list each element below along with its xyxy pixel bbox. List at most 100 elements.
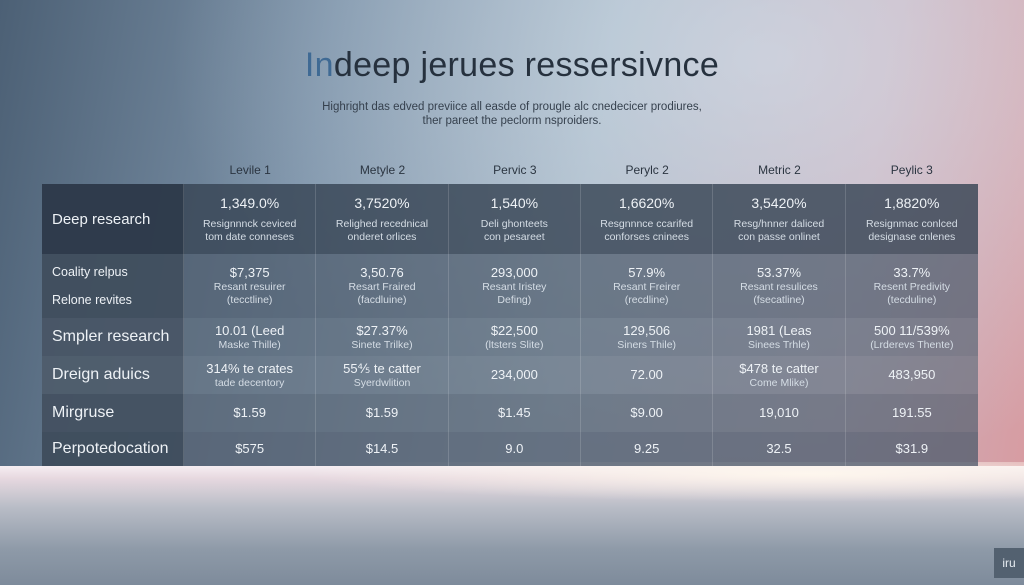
cell-note: tade decentory xyxy=(214,376,285,389)
cell-note: Resgnnnce ccarifed xyxy=(600,218,694,230)
cell-note: (tecduline) xyxy=(887,294,937,306)
cell-note: Defing) xyxy=(497,294,532,306)
cell-value: 1,349.0% xyxy=(220,195,280,211)
row-label: Mirgruse xyxy=(42,394,184,432)
table-cell: 53.37% Resant resulices (fsecatline) xyxy=(713,254,846,318)
cell-value: 10.01 (Leed xyxy=(214,322,285,338)
table-cell: 1,349.0% Resignnnck ceviced tom date conne… xyxy=(184,184,317,254)
cell-value: $9.00 xyxy=(630,405,663,420)
cell-value: $27.37% xyxy=(356,322,408,338)
table-cell: 129,506 Siners Thile) xyxy=(581,318,714,356)
table-header: Levile 1 Metyle 2 Pervic 3 Perylc 2 Metr… xyxy=(42,156,978,184)
cell-value: 500 11/539% xyxy=(873,322,950,338)
table-cell: 32.5 xyxy=(713,432,846,466)
cell-note: Siners Thile) xyxy=(617,338,677,351)
table-cell: 3,7520% Relighed recednical onderet orlice… xyxy=(316,184,449,254)
table-row: Coality relpus Relone revites $7,375 Resant… xyxy=(42,254,978,318)
table-cell: 9.0 xyxy=(449,432,581,466)
table-row: Deep research 1,349.0% Resignnnck ceviced t… xyxy=(42,184,978,254)
cell-note: Resg/hnner daliced xyxy=(733,218,825,230)
table-cell: 1,6620% Resgnnnce ccarifed conforses cnine… xyxy=(581,184,714,254)
page-title: Indeep jerues ressersivnce xyxy=(0,46,1024,85)
cell-note: designase cnlenes xyxy=(868,231,956,243)
cell-note: Resant resulices xyxy=(740,281,818,293)
cell-note: onderet orlices xyxy=(347,231,417,243)
cell-note: (recdline) xyxy=(624,294,669,306)
cell-note: (facdluine) xyxy=(357,294,407,306)
table-cell: $22,500 (ltsters Slite) xyxy=(449,318,581,356)
table-cell: 3,5420% Resg/hnner daliced con passe onlin… xyxy=(713,184,846,254)
table-cell: $9.00 xyxy=(581,394,714,432)
cell-note: Resent Predivity xyxy=(873,281,951,293)
corner-badge: iru xyxy=(994,548,1024,578)
cell-value: 129,506 xyxy=(623,322,671,338)
cell-value: $575 xyxy=(235,441,265,456)
cell-value: 33.7% xyxy=(893,265,931,280)
row-label-text: Relone revites xyxy=(52,293,132,307)
cell-value: $31.9 xyxy=(895,441,929,456)
table-cell: $1.45 xyxy=(449,394,581,432)
table-row: Dreign aduics 314% te crates tade decentor… xyxy=(42,356,978,394)
column-header: Metyle 2 xyxy=(359,163,406,177)
title-highlight: In xyxy=(304,46,334,84)
cell-note: Maske Thille) xyxy=(218,338,281,351)
cell-value: 55⅘ te catter xyxy=(343,360,421,376)
table-cell: 483,950 xyxy=(846,356,978,394)
title-rest: deep jerues ressersivnce xyxy=(333,46,720,84)
cell-value: $14.5 xyxy=(365,441,399,456)
table-cell: $31.9 xyxy=(846,432,978,466)
table-cell: 19,010 xyxy=(713,394,846,432)
cell-value: 1,6620% xyxy=(619,195,675,211)
table-row: Mirgruse $1.59 $1.59 $1.45 $9.00 19,010 191.55 xyxy=(42,394,978,432)
cell-value: 483,950 xyxy=(888,367,936,382)
cell-note: Syerdwlition xyxy=(353,376,411,389)
table-cell: $7,375 Resant resuirer (tecctline) xyxy=(184,254,317,318)
cell-value: $1.59 xyxy=(365,405,399,420)
cell-note: (ltsters Slite) xyxy=(485,338,544,351)
cell-note: Resignmac conlced xyxy=(866,218,958,230)
column-header: Levile 1 xyxy=(229,163,271,177)
cell-note: (tecctline) xyxy=(226,294,273,306)
column-header: Metric 2 xyxy=(758,163,801,177)
cell-value: 19,010 xyxy=(759,405,799,420)
table-cell: 57.9% Resant Freirer (recdline) xyxy=(581,254,714,318)
cell-note: (Lrderevs Thente) xyxy=(870,338,954,351)
row-label: Perpotedocation xyxy=(42,432,184,466)
cell-note: Sinete Trilke) xyxy=(351,338,413,351)
cell-value: 1,8820% xyxy=(884,195,940,211)
cell-value: $1.59 xyxy=(233,405,266,420)
table-cell: 1,8820% Resignmac conlced designase cnlene… xyxy=(846,184,978,254)
cell-note: Resant Iristey xyxy=(482,281,547,293)
cell-note: Come Mlike) xyxy=(749,376,809,389)
table-cell: 191.55 xyxy=(846,394,978,432)
cell-note: con passe onlinet xyxy=(738,231,820,243)
cell-value: $1.45 xyxy=(498,405,531,420)
table-cell: 500 11/539% (Lrderevs Thente) xyxy=(846,318,978,356)
table-cell: $1.59 xyxy=(316,394,449,432)
table-cell: 314% te crates tade decentory xyxy=(184,356,317,394)
table-body: Deep research 1,349.0% Resignnnck ceviced t… xyxy=(42,184,978,466)
cell-value: 53.37% xyxy=(756,265,802,280)
table-cell: 10.01 (Leed Maske Thille) xyxy=(184,318,317,356)
cell-note: Sinees Trhle) xyxy=(748,338,810,351)
cell-note: con pesareet xyxy=(483,231,545,243)
table-cell: $14.5 xyxy=(316,432,449,466)
column-header: Perylc 2 xyxy=(625,163,669,177)
table-cell: $575 xyxy=(184,432,317,466)
cell-note: Resignnnck ceviced xyxy=(202,218,297,230)
row-label: Deep research xyxy=(42,184,184,254)
table-cell: 1981 (Leas Sinees Trhle) xyxy=(713,318,846,356)
table-cell: 234,000 xyxy=(449,356,581,394)
table-row: Smpler research 10.01 (Leed Maske Thille) $… xyxy=(42,318,978,356)
cell-note: Resant resuirer xyxy=(213,281,286,293)
subtitle-line: ther pareet the peclorm nsproiders. xyxy=(422,115,602,127)
cell-value: 191.55 xyxy=(891,405,932,420)
cell-value: 57.9% xyxy=(628,265,666,280)
cell-value: 9.0 xyxy=(505,441,524,456)
cell-value: $478 te catter xyxy=(739,360,819,376)
cell-note: (fsecatline) xyxy=(753,294,805,306)
cell-value: $7,375 xyxy=(229,265,270,280)
row-label: Coality relpus Relone revites xyxy=(42,254,184,318)
cell-value: $22,500 xyxy=(490,322,538,338)
cell-value: 234,000 xyxy=(490,367,538,382)
